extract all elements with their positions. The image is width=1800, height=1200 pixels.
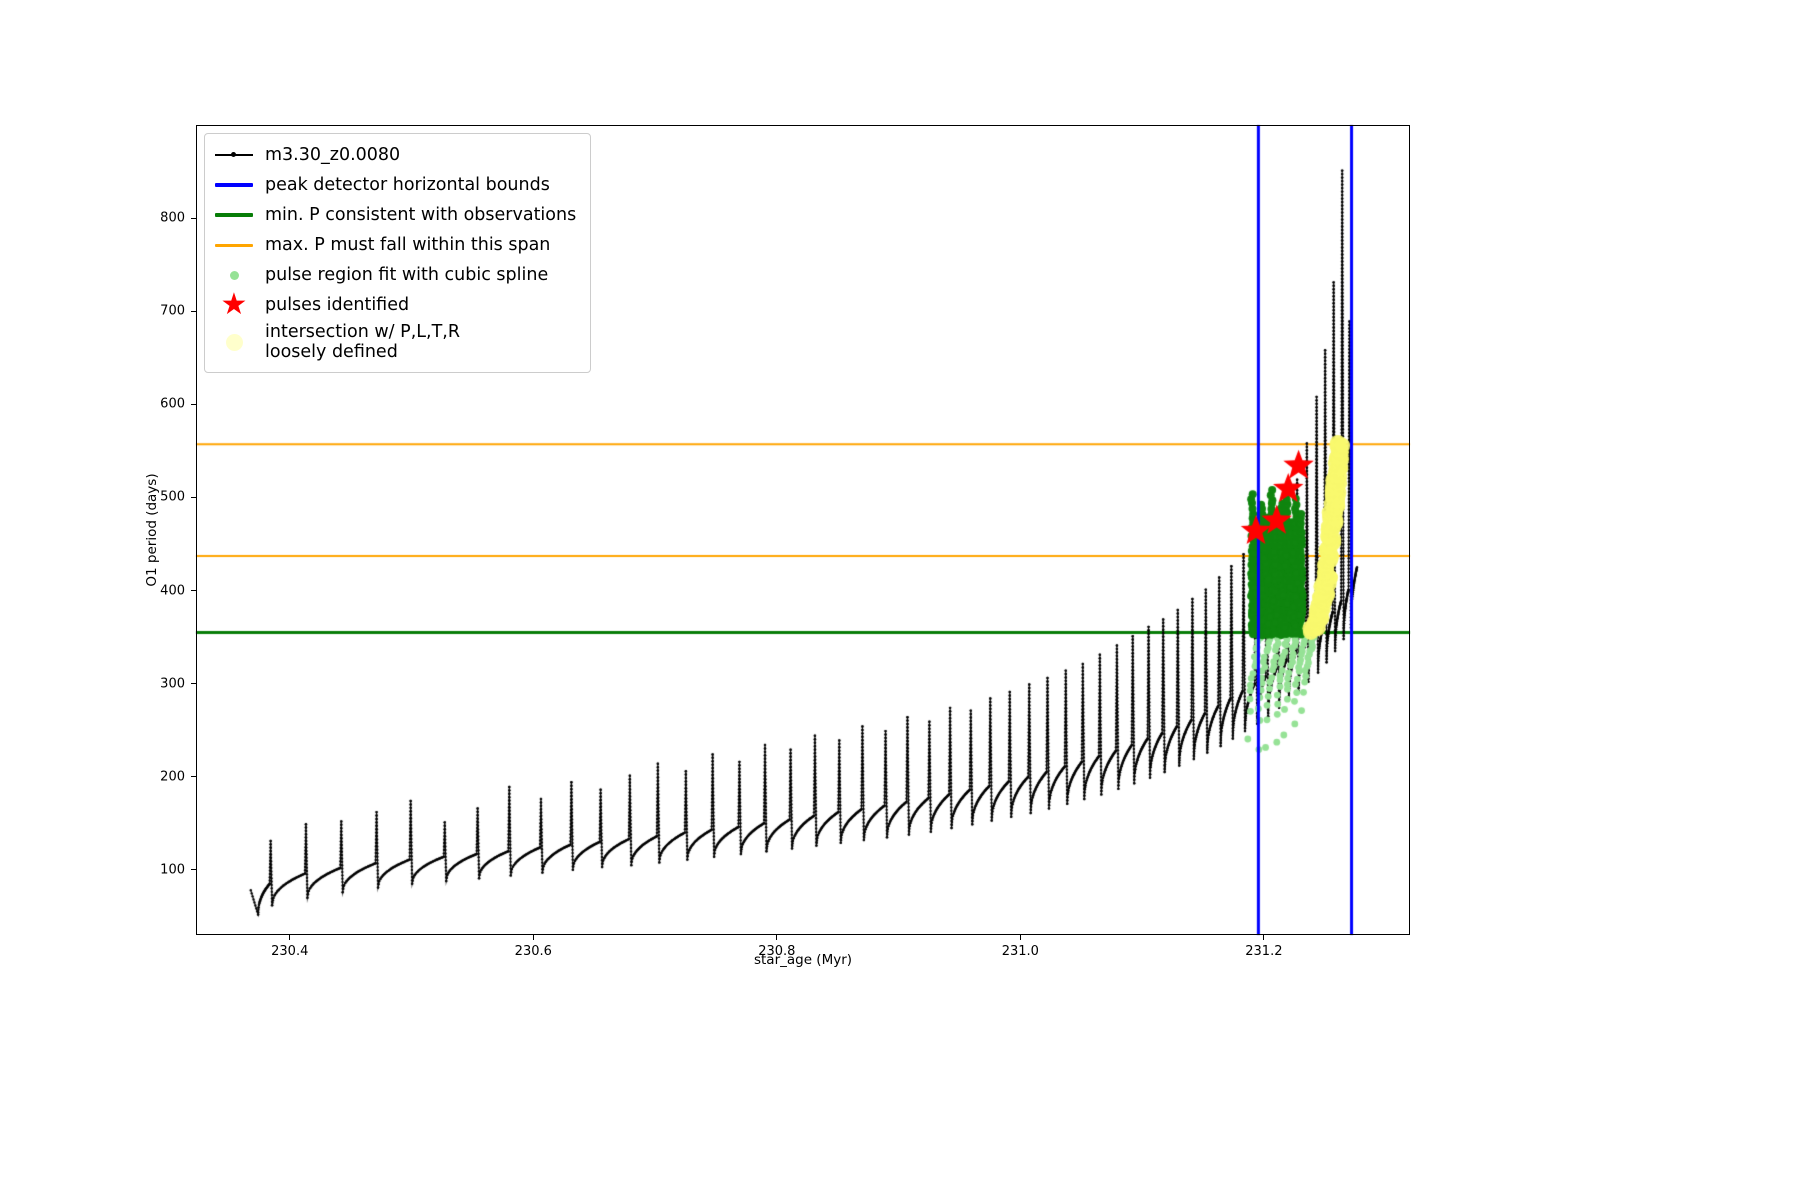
star-icon: ★ [220, 287, 248, 322]
legend-label: max. P must fall within this span [265, 234, 551, 255]
x-tick-mark [1019, 935, 1021, 940]
legend-label: m3.30_z0.0080 [265, 144, 401, 165]
y-tick-label: 700 [160, 303, 185, 319]
y-tick-label: 500 [160, 489, 185, 505]
x-tick-mark [289, 935, 291, 940]
y-tick-label: 200 [160, 769, 185, 785]
x-tick-label: 231.0 [1001, 944, 1039, 959]
y-tick-label: 800 [160, 210, 185, 226]
y-tick-mark [191, 683, 196, 685]
legend-label: peak detector horizontal bounds [265, 174, 550, 195]
green-dot-swatch-icon [215, 270, 253, 280]
x-axis-label: star_age (Myr) [753, 952, 853, 968]
x-tick-label: 230.6 [514, 944, 552, 959]
green-line-swatch-icon [215, 213, 253, 217]
x-tick-mark [776, 935, 778, 940]
y-tick-mark [191, 496, 196, 498]
blue-line-swatch-icon [215, 183, 253, 187]
legend-item-pulse-region: pulse region fit with cubic spline [215, 262, 576, 288]
legend-item-pulses: ★ pulses identified [215, 287, 576, 322]
legend-label: intersection w/ P,L,T,R loosely defined [265, 322, 460, 363]
y-tick-mark [191, 590, 196, 592]
x-tick-label: 230.4 [271, 944, 309, 959]
line-dot-swatch-icon [215, 152, 253, 157]
legend: m3.30_z0.0080 peak detector horizontal b… [204, 133, 592, 374]
orange-line-swatch-icon [215, 243, 253, 247]
legend-item-intersection: intersection w/ P,L,T,R loosely defined [215, 322, 576, 362]
legend-label: pulse region fit with cubic spline [265, 264, 549, 285]
legend-item-max-p: max. P must fall within this span [215, 232, 576, 258]
x-tick-mark [1263, 935, 1265, 940]
legend-label: pulses identified [265, 294, 410, 315]
y-tick-label: 100 [160, 862, 185, 878]
y-tick-mark [191, 310, 196, 312]
legend-item-peak-bounds: peak detector horizontal bounds [215, 172, 576, 198]
y-tick-mark [191, 217, 196, 219]
legend-label: min. P consistent with observations [265, 204, 577, 225]
legend-item-series: m3.30_z0.0080 [215, 142, 576, 168]
x-tick-label: 231.2 [1245, 944, 1283, 959]
yellow-dot-swatch-icon [215, 333, 253, 351]
y-tick-mark [191, 869, 196, 871]
y-tick-mark [191, 776, 196, 778]
y-tick-label: 400 [160, 583, 185, 599]
y-tick-label: 600 [160, 396, 185, 412]
y-tick-mark [191, 403, 196, 405]
y-tick-label: 300 [160, 676, 185, 692]
legend-item-min-p: min. P consistent with observations [215, 202, 576, 228]
x-tick-mark [532, 935, 534, 940]
x-tick-label: 230.8 [758, 944, 796, 959]
